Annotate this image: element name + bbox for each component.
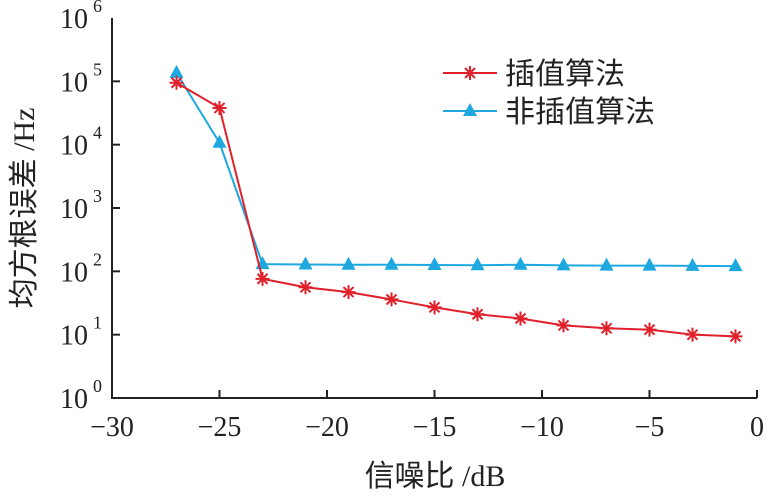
series-line bbox=[175, 81, 736, 338]
data-point bbox=[556, 257, 571, 271]
x-tick-label: −30 bbox=[90, 412, 134, 443]
y-tick-exponent: 1 bbox=[93, 313, 102, 333]
data-point bbox=[728, 258, 743, 272]
data-point bbox=[169, 75, 184, 90]
data-point bbox=[298, 280, 313, 295]
data-point bbox=[169, 64, 184, 78]
data-point bbox=[427, 256, 442, 270]
x-tick-label: −25 bbox=[198, 412, 242, 443]
data-point bbox=[298, 256, 313, 270]
data-point bbox=[427, 300, 442, 315]
data-point bbox=[341, 285, 356, 300]
x-axis-label: 信噪比 /dB bbox=[365, 460, 506, 493]
y-tick-label: 10 bbox=[60, 257, 88, 288]
data-point bbox=[255, 271, 270, 286]
x-tick-label: −15 bbox=[413, 412, 457, 443]
y-tick-exponent: 4 bbox=[93, 123, 102, 143]
data-point bbox=[513, 311, 528, 326]
data-point bbox=[642, 322, 657, 337]
series-line bbox=[175, 72, 736, 268]
data-point bbox=[599, 321, 614, 336]
data-point bbox=[599, 257, 614, 271]
x-tick-label: −5 bbox=[635, 412, 665, 443]
y-tick-label: 10 bbox=[60, 194, 88, 225]
y-tick-exponent: 3 bbox=[93, 186, 102, 206]
legend-marker bbox=[463, 103, 477, 116]
data-point bbox=[642, 257, 657, 271]
series-triangle bbox=[169, 64, 743, 272]
data-point bbox=[685, 257, 700, 271]
axis-lines bbox=[111, 18, 757, 399]
data-point bbox=[341, 256, 356, 270]
y-tick-exponent: 0 bbox=[93, 376, 102, 396]
x-tick-label: −20 bbox=[305, 412, 349, 443]
y-tick-exponent: 2 bbox=[93, 249, 102, 269]
y-tick-label: 10 bbox=[60, 384, 88, 415]
data-point bbox=[513, 256, 528, 270]
data-point bbox=[470, 257, 485, 271]
data-point bbox=[556, 318, 571, 333]
x-tick-label: −10 bbox=[520, 412, 564, 443]
y-tick-label: 10 bbox=[60, 67, 88, 98]
data-point bbox=[384, 256, 399, 270]
data-point bbox=[384, 292, 399, 307]
y-axis-label: 均方根误差 /Hz bbox=[8, 108, 41, 309]
series-layer bbox=[169, 64, 743, 344]
data-point bbox=[470, 307, 485, 322]
data-point bbox=[212, 134, 227, 148]
series-asterisk bbox=[169, 75, 743, 344]
y-tick-exponent: 5 bbox=[93, 59, 102, 79]
data-point bbox=[212, 100, 227, 115]
y-tick-label: 10 bbox=[60, 321, 88, 352]
x-tick-label: 0 bbox=[750, 412, 764, 443]
data-point bbox=[728, 329, 743, 344]
y-tick-exponent: 6 bbox=[93, 0, 102, 16]
data-point bbox=[685, 327, 700, 342]
y-tick-label: 10 bbox=[60, 4, 88, 35]
legend-label: 插值算法 bbox=[505, 58, 625, 91]
legend-label: 非插值算法 bbox=[505, 96, 655, 129]
legend-marker bbox=[463, 66, 477, 80]
y-tick-label: 10 bbox=[60, 131, 88, 162]
